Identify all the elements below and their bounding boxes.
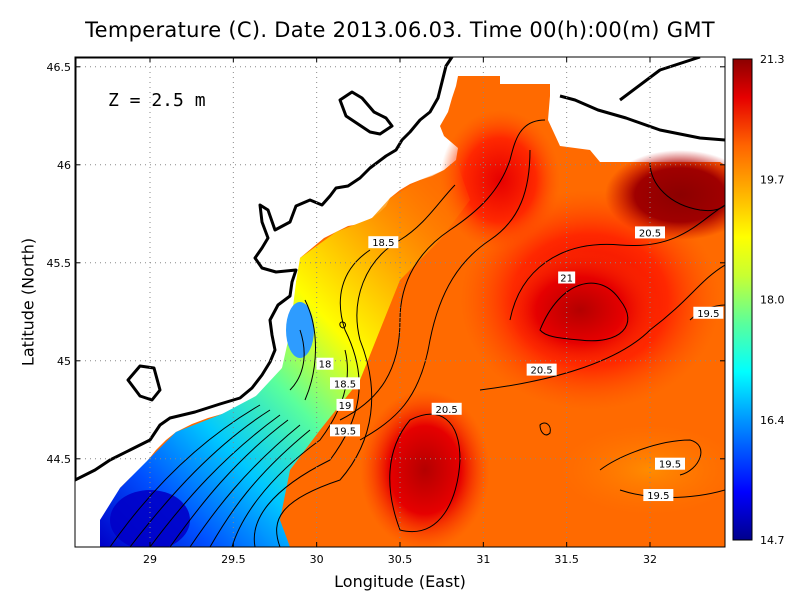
coastline-north-east <box>559 94 725 142</box>
y-tick-label: 45 <box>57 355 71 368</box>
contour-label: 19.5 <box>643 489 674 502</box>
y-tick-label: 46.5 <box>47 61 72 74</box>
contour-label-text: 20.5 <box>639 228 661 239</box>
contour-label-bg <box>368 236 399 249</box>
coastline-lake <box>338 90 394 136</box>
contour-label-bg <box>655 457 685 470</box>
contour-line <box>359 149 531 441</box>
colorbar-tick-label: 18.0 <box>760 294 785 307</box>
contour-label-text: 19.5 <box>647 491 669 502</box>
warm-core-south <box>360 390 490 547</box>
contour-label-text: 20.5 <box>531 366 553 377</box>
contour-label-bg <box>330 424 360 437</box>
contour-line <box>189 424 301 547</box>
coastline-north-east <box>619 57 701 102</box>
contour-label: 18 <box>316 357 334 371</box>
contour-label: 19.5 <box>330 424 360 437</box>
y-axis-ticks: 44.5 45 45.5 46 46.5 <box>47 61 725 466</box>
x-tick-label: 29.5 <box>221 553 246 566</box>
contour-label: 19.5 <box>655 457 685 471</box>
contour-label-text: 19 <box>339 401 352 412</box>
x-tick-label: 32 <box>643 553 657 566</box>
x-tick-label: 29 <box>143 553 157 566</box>
contour-line <box>276 184 456 547</box>
contour-label-bg <box>316 357 334 370</box>
contour-line <box>539 422 551 436</box>
contour-label: 20.5 <box>635 226 665 239</box>
contour-label-bg <box>558 271 576 284</box>
contour-label-text: 19.5 <box>697 309 719 320</box>
y-tick-label: 46 <box>57 159 71 172</box>
contour-line <box>509 204 725 321</box>
contour-label-bg <box>526 363 557 376</box>
contour-label-text: 19.5 <box>659 460 681 471</box>
coastline <box>75 57 725 482</box>
contour-line <box>289 329 305 391</box>
contour-label-bg <box>693 306 724 319</box>
grid-lines <box>75 57 725 547</box>
contour-label-text: 21 <box>560 273 573 284</box>
x-axis-ticks: 29 29.5 30 30.5 31 31.5 32 <box>143 57 657 566</box>
x-tick-label: 30.5 <box>388 553 413 566</box>
chart-title: Temperature (C). Date 2013.06.03. Time 0… <box>85 18 715 42</box>
contour-label-text: 18 <box>319 360 332 371</box>
contour-label: 18.5 <box>368 236 399 249</box>
contour-label-bg <box>643 489 674 502</box>
contour-line <box>389 413 461 532</box>
contour-label: 18.5 <box>330 377 360 390</box>
coastline-lagoon <box>126 364 162 402</box>
contour-line <box>209 429 311 547</box>
colorbar-tick-label: 16.4 <box>760 414 785 427</box>
contour-label-text: 19.5 <box>334 426 356 437</box>
contour-label-bg <box>336 398 354 411</box>
y-tick-label: 45.5 <box>47 257 72 270</box>
y-tick-label: 44.5 <box>47 453 72 466</box>
land-north-east <box>550 57 725 140</box>
contour-line <box>599 439 702 476</box>
contour-line <box>479 264 725 391</box>
contour-label-bg <box>330 377 360 390</box>
contour-lines <box>109 119 725 547</box>
colorbar-tick-label: 19.7 <box>760 173 785 186</box>
colorbar-labels: 21.3 19.7 18.0 16.4 14.7 <box>760 53 785 547</box>
contour-label: 19 <box>336 398 354 412</box>
coastline-land <box>75 57 454 482</box>
contour-label: 20.5 <box>526 363 557 377</box>
warm-core-northeast <box>605 150 725 240</box>
contour-line <box>109 404 261 547</box>
x-axis-label: Longitude (East) <box>334 572 466 591</box>
contour-label-text: 18.5 <box>372 238 394 249</box>
contour-label-bg <box>431 402 462 415</box>
contour-label: 21 <box>558 271 576 284</box>
contour-line <box>339 321 346 329</box>
colorbar-tick-label: 21.3 <box>760 53 785 66</box>
x-tick-label: 30 <box>310 553 324 566</box>
contour-line <box>304 299 316 401</box>
contour-label-bg <box>635 226 665 239</box>
contour-line <box>649 161 725 211</box>
contour-label: 19.5 <box>693 306 724 320</box>
contour-line <box>149 414 281 547</box>
contour-line <box>231 349 348 547</box>
colorbar <box>732 58 753 541</box>
contour-label: 20.5 <box>431 402 462 416</box>
cold-spot-southwest <box>110 490 190 547</box>
colorbar-tick-label: 14.7 <box>760 534 785 547</box>
depth-label: Z = 2.5 m <box>108 90 206 111</box>
cooler-patch-southeast <box>560 425 725 515</box>
coastal-cold-band <box>100 160 470 547</box>
contour-line <box>339 119 546 421</box>
x-tick-label: 31 <box>476 553 490 566</box>
contour-label-text: 18.5 <box>334 379 356 390</box>
x-tick-label: 31.5 <box>554 553 579 566</box>
contour-line <box>129 409 271 547</box>
contour-line <box>539 282 629 342</box>
contour-line <box>253 249 371 547</box>
contour-line <box>169 419 289 547</box>
warm-core-east <box>500 250 660 370</box>
contour-label-text: 20.5 <box>436 405 458 416</box>
